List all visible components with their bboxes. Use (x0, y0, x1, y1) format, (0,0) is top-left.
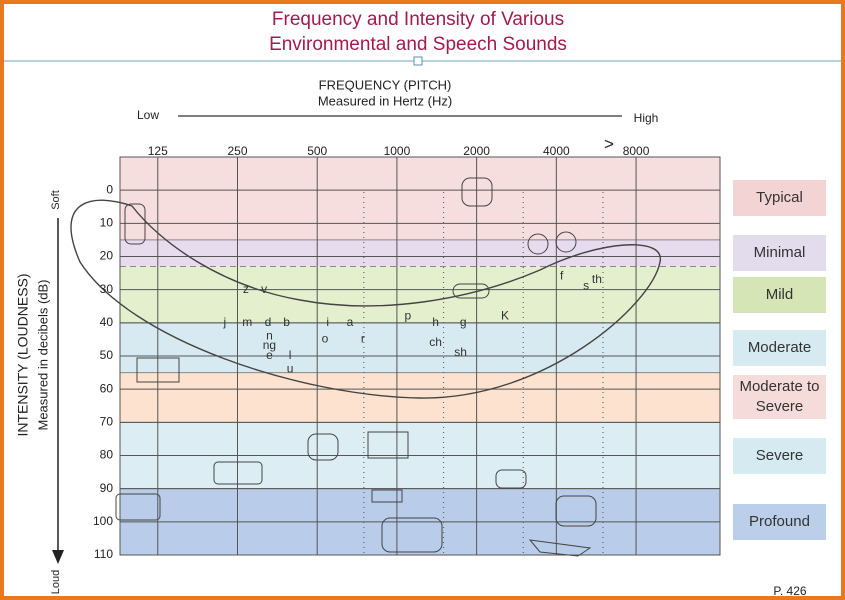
speech-sound: th (592, 272, 602, 286)
speech-sound: r (361, 332, 365, 346)
x-tick-label: 2000 (463, 144, 490, 158)
icon-fridge (136, 357, 180, 383)
speech-sound: d (265, 315, 272, 329)
x-tick-label: 250 (227, 144, 247, 158)
icon-whisper (527, 233, 549, 255)
speech-sound: ng (263, 338, 276, 352)
y-tick-label: 80 (100, 448, 114, 462)
icons (115, 177, 597, 557)
icon-whisper (555, 231, 577, 253)
icon-plane (528, 539, 592, 557)
y-tick-label: 60 (100, 381, 114, 395)
severity-band (120, 266, 720, 323)
icon-dog (307, 433, 339, 461)
y-tick-label: 20 (100, 249, 114, 263)
speech-sound: n (266, 328, 273, 342)
y-loud: Loud (50, 570, 62, 594)
severity-band (120, 239, 720, 267)
icon-phone (495, 469, 527, 489)
icon-band (381, 517, 443, 553)
y-title: INTENSITY (LOUDNESS) (15, 273, 31, 436)
y-tick-label: 30 (100, 282, 114, 296)
speech-sound: h (432, 315, 439, 329)
x-tick-label: 1000 (384, 144, 411, 158)
y-tick-label: 70 (100, 415, 114, 429)
y-tick-label: 90 (100, 481, 114, 495)
speech-sound: u (287, 361, 294, 375)
speech-sound: i (326, 315, 329, 329)
speech-sound: l (289, 348, 292, 362)
y-tick-label: 110 (94, 547, 113, 561)
speech-sound: o (322, 332, 329, 346)
plot-border (119, 156, 721, 556)
x-high: High (634, 111, 659, 125)
x-low: Low (137, 108, 159, 122)
speech-sound: g (460, 315, 467, 329)
icon-bird (452, 283, 490, 299)
severity-label: Mild (733, 276, 826, 313)
icon-truck (115, 493, 161, 521)
severity-band (120, 157, 720, 240)
speech-sound: z (243, 282, 249, 296)
speech-sound: e (266, 348, 273, 362)
icon-piano (367, 431, 409, 459)
severity-label: Moderate (733, 329, 826, 366)
icon-saw (371, 489, 403, 503)
icon-leaves (124, 203, 146, 245)
y-subtitle: Measured in decibels (dB) (35, 279, 50, 430)
severity-label: Profound (733, 503, 826, 540)
title-line: Environmental and Speech Sounds (269, 34, 567, 55)
x-title: FREQUENCY (PITCH) (319, 77, 452, 92)
y-tick-label: 50 (100, 348, 114, 362)
handle (413, 56, 423, 66)
severity-label: Severe (733, 437, 826, 474)
speech-sound: v (261, 282, 267, 296)
icon-mower (213, 461, 263, 485)
severity-label: Typical (733, 180, 826, 217)
arrow-head (52, 550, 64, 564)
speech-sound: b (283, 315, 290, 329)
speech-sound: a (347, 315, 354, 329)
icon-motorcycle (555, 495, 597, 527)
severity-band (120, 322, 720, 373)
page-note: P. 426 (773, 584, 806, 596)
y-tick-label: 40 (100, 315, 114, 329)
title-line: Frequency and Intensity of Various (272, 9, 564, 30)
y-tick-label: 0 (106, 182, 113, 196)
y-tick-label: 100 (93, 514, 113, 528)
severity-label: Moderate to Severe (733, 375, 826, 420)
speech-sound: K (501, 308, 509, 322)
icon-bird (461, 177, 493, 207)
y-tick-label: 10 (100, 216, 114, 230)
x-tick-label: 4000 (543, 144, 570, 158)
speech-sound: j (223, 315, 227, 329)
x-subtitle: Measured in Hertz (Hz) (318, 93, 452, 108)
severity-label: Minimal (733, 235, 826, 272)
speech-sound: f (560, 269, 564, 283)
speech-sound: m (242, 315, 252, 329)
speech-sound: s (583, 279, 589, 293)
x-tick-label: 8000 (623, 144, 650, 158)
y-soft: Soft (50, 190, 62, 210)
speech-sound: p (405, 308, 412, 322)
chart: Frequency and Intensity of Various Envir… (4, 9, 841, 596)
speech-sound: ch (429, 335, 442, 349)
speech-sound: sh (454, 345, 467, 359)
x-more: > (604, 134, 614, 153)
speech-banana (70, 199, 661, 399)
x-tick-label: 500 (307, 144, 327, 158)
x-tick-label: 125 (148, 144, 168, 158)
